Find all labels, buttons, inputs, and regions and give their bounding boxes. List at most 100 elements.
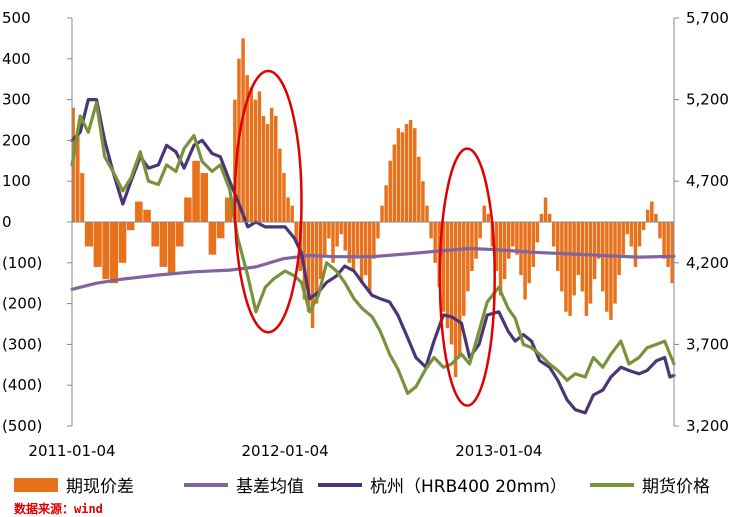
- bar-spread: [351, 222, 356, 271]
- bar-spread: [637, 222, 642, 247]
- bar-spread: [306, 222, 311, 312]
- bar-spread: [343, 222, 347, 251]
- bar-spread: [568, 222, 572, 316]
- bar-spread: [478, 222, 482, 239]
- bar-spread: [658, 222, 662, 239]
- bar-spread: [355, 222, 360, 259]
- bar-spread: [543, 197, 548, 222]
- bar-spread: [257, 91, 262, 222]
- bar-spread: [457, 222, 462, 357]
- bar-spread: [588, 222, 593, 304]
- bar-spread: [75, 132, 80, 222]
- bar-spread: [413, 128, 417, 222]
- bar-spread: [318, 222, 323, 280]
- bar-spread: [564, 222, 568, 312]
- bar-spread: [474, 222, 478, 259]
- bar-spread: [511, 222, 515, 247]
- legend-label-spread: 期现价差: [66, 477, 134, 497]
- bar-spread: [666, 222, 670, 267]
- bar-spread: [290, 205, 294, 222]
- bar-spread: [359, 222, 364, 284]
- legend-label-hangzhou: 杭州（HRB400 20mm）: [370, 477, 567, 497]
- legend-swatch-hangzhou: [318, 482, 362, 487]
- bar-spread: [151, 222, 159, 247]
- bar-spread: [535, 222, 540, 243]
- bar-spread: [265, 124, 270, 222]
- bar-spread: [641, 222, 646, 231]
- bar-spread: [441, 222, 446, 312]
- y-left-tick-label: 500: [2, 9, 31, 27]
- bar-spread: [93, 222, 102, 267]
- y-left-tick-label: (100): [2, 254, 42, 272]
- bar-spread: [282, 173, 286, 222]
- y-right-tick-label: 5,700: [686, 9, 729, 27]
- bar-spread: [482, 205, 486, 222]
- legend-item-basis-mean: 基差均值: [184, 472, 304, 497]
- bar-spread: [192, 160, 200, 222]
- bar-spread: [167, 222, 176, 276]
- bar-spread: [466, 222, 470, 292]
- bar-spread: [670, 222, 674, 284]
- y-left-tick-label: (500): [2, 417, 42, 435]
- line-series-group: [70, 98, 676, 415]
- legend-swatch-basis-mean: [184, 482, 228, 487]
- bar-spread: [654, 213, 658, 222]
- bar-spread: [372, 222, 376, 259]
- bar-spread: [547, 213, 552, 222]
- bar-spread: [560, 222, 564, 292]
- bar-spread: [596, 222, 601, 259]
- bar-spread: [109, 222, 119, 284]
- bar-spread: [143, 209, 151, 222]
- legend-swatch-futures: [590, 482, 634, 487]
- y-right-tick-label: 5,200: [686, 91, 729, 109]
- bar-spread: [118, 222, 127, 263]
- bar-spread: [241, 38, 245, 223]
- bar-spread: [253, 99, 258, 222]
- legend-label-basis-mean: 基差均值: [236, 477, 304, 497]
- y-left-tick-label: 100: [2, 172, 31, 190]
- bar-spread: [605, 222, 609, 312]
- bar-spread: [445, 222, 450, 329]
- bar-spread: [269, 107, 274, 222]
- bar-spread: [425, 205, 429, 222]
- bar-spread: [515, 222, 519, 255]
- bar-spread: [102, 222, 110, 280]
- bar-spread: [645, 209, 650, 222]
- bar-spread: [286, 197, 290, 222]
- bar-spread: [208, 222, 217, 255]
- axes: 500 400 300 200 100 0 (100) (200) (300) (400) (500…: [2, 9, 729, 460]
- bar-spread: [421, 181, 425, 222]
- legend-item-hangzhou: 杭州（HRB400 20mm）: [318, 472, 567, 497]
- bar-series-spread: [72, 38, 674, 378]
- y-left-tick-label: 0: [2, 213, 12, 231]
- bar-spread: [539, 213, 544, 222]
- line-basis-mean: [70, 246, 676, 291]
- legend-item-spread: 期现价差: [14, 472, 134, 497]
- y-left-tick-label: 200: [2, 131, 31, 149]
- bar-spread: [417, 156, 421, 222]
- bar-spread: [507, 222, 511, 259]
- bar-spread: [453, 222, 458, 378]
- bar-spread: [625, 222, 630, 235]
- bar-spread: [662, 222, 666, 259]
- bar-spread: [650, 201, 654, 222]
- bar-spread: [249, 87, 253, 222]
- bar-spread: [384, 185, 388, 222]
- bar-spread: [380, 205, 384, 222]
- bar-spread: [84, 222, 94, 247]
- bar-spread: [184, 197, 192, 222]
- bar-spread: [584, 222, 589, 316]
- bar-spread: [392, 144, 397, 222]
- bar-spread: [629, 222, 634, 247]
- bar-spread: [408, 120, 413, 222]
- y-right-tick-label: 3,200: [686, 417, 729, 435]
- bar-spread: [429, 222, 433, 239]
- chart-canvas: 500 400 300 200 100 0 (100) (200) (300) (400) (500…: [2, 9, 729, 460]
- bar-spread: [609, 222, 613, 320]
- bar-spread: [551, 222, 556, 247]
- bar-spread: [617, 222, 621, 276]
- annotation-ellipse: [233, 69, 303, 334]
- line-hangzhou-price: [70, 98, 676, 415]
- bar-spread: [261, 115, 266, 222]
- y-right-tick-label: 3,700: [686, 335, 729, 353]
